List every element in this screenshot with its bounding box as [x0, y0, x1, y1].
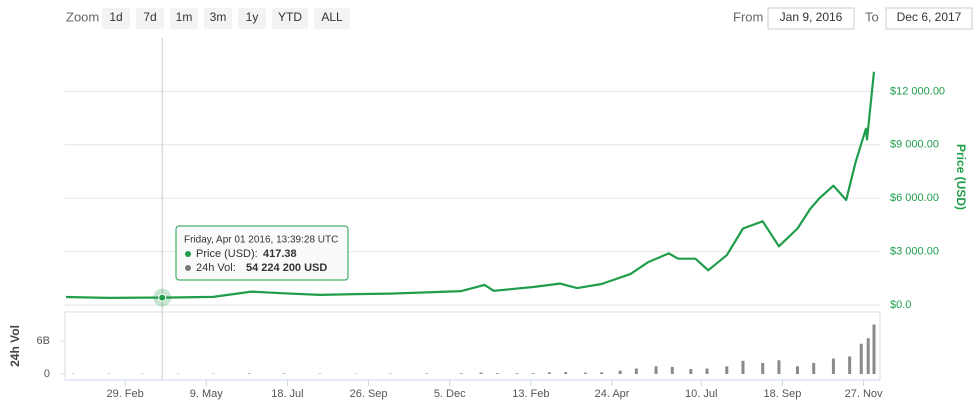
volume-bar	[247, 373, 251, 374]
to-value[interactable]: Dec 6, 2017	[897, 10, 962, 24]
tooltip: Friday, Apr 01 2016, 13:39:28 UTC Price …	[175, 225, 349, 281]
zoom-button-bg[interactable]	[204, 8, 232, 29]
x-tick-label: 18. Sep	[763, 388, 801, 400]
zoom-buttons: 1d 7d 1m 3m 1y YTD ALL	[102, 8, 350, 29]
zoom-button-bg[interactable]	[238, 8, 266, 29]
y-tick-label: $3 000.00	[890, 246, 939, 258]
tooltip-date: Friday, Apr 01 2016, 13:39:28 UTC	[184, 235, 338, 246]
volume-bar	[634, 368, 638, 374]
tooltip-price-label: Price (USD):	[196, 248, 258, 260]
zoom-button[interactable]: YTD	[272, 8, 308, 29]
volume-bar	[425, 373, 429, 374]
volume-bar	[495, 373, 499, 374]
volume-bar	[761, 363, 765, 374]
y-tick-label: $9 000.00	[890, 139, 939, 151]
x-tick-label: 13. Feb	[512, 388, 549, 400]
zoom-button-label[interactable]: 1y	[246, 10, 259, 24]
zoom-button-bg[interactable]	[314, 8, 350, 29]
volume-bar	[689, 369, 693, 374]
volume-bar	[479, 372, 483, 374]
tooltip-box	[175, 225, 349, 281]
zoom-button[interactable]: ALL	[314, 8, 350, 29]
zoom-button-bg[interactable]	[170, 8, 198, 29]
price-line	[65, 71, 876, 299]
zoom-button-label[interactable]: 7d	[143, 10, 156, 24]
zoom-label: Zoom	[66, 9, 99, 24]
to-input[interactable]	[885, 7, 973, 30]
y-tick-label: $12 000.00	[890, 85, 945, 97]
x-tick-label: 29. Feb	[106, 388, 143, 400]
volume-bar	[831, 358, 835, 374]
volume-bar	[600, 372, 604, 374]
x-tick-label: 5. Dec	[434, 388, 466, 400]
tooltip-vol-dot	[185, 265, 191, 271]
volume-bar	[859, 343, 863, 374]
marks	[65, 38, 876, 380]
volume-bar	[848, 356, 852, 374]
from-input[interactable]	[767, 7, 855, 30]
volume-bar	[547, 372, 551, 374]
volume-bar	[531, 373, 535, 374]
from-label: From	[733, 9, 763, 24]
volume-bar	[459, 373, 463, 374]
volume-axis-title: 24h Vol	[8, 325, 22, 367]
volume-bar	[741, 360, 745, 374]
volume-bar	[618, 370, 622, 374]
from-value[interactable]: Jan 9, 2016	[780, 10, 843, 24]
grid: $0.0 $3 000.00 $6 000.00 $9 000.00 $12 000.0…	[37, 85, 946, 400]
volume-bar	[583, 372, 587, 374]
y-axis-title: Price (USD)	[954, 144, 968, 210]
zoom-button-label[interactable]: 1d	[109, 10, 122, 24]
x-tick-label: 9. May	[190, 388, 224, 400]
zoom-button-label[interactable]: ALL	[321, 10, 343, 24]
zoom-button-bg[interactable]	[102, 8, 130, 29]
volume-bar	[564, 372, 568, 374]
y-tick-label: $0.0	[890, 299, 911, 311]
volume-bar	[872, 324, 876, 374]
zoom-button[interactable]: 3m	[204, 8, 232, 29]
x-tick-label: 27. Nov	[845, 388, 883, 400]
volume-bar	[654, 366, 658, 374]
tooltip-vol-label: 24h Vol:	[196, 262, 236, 274]
volume-bar	[282, 373, 286, 374]
zoom-button-bg[interactable]	[272, 8, 308, 29]
tooltip-vol: 54 224 200 USD	[246, 262, 327, 274]
zoom-button-bg[interactable]	[136, 8, 164, 29]
x-tick-label: 18. Jul	[271, 388, 303, 400]
volume-bar	[515, 373, 519, 374]
volume-panel	[64, 311, 881, 381]
x-tick-label: 24. Apr	[595, 388, 630, 400]
volume-bar	[777, 360, 781, 374]
tooltip-price-dot	[185, 251, 191, 257]
x-tick-label: 26. Sep	[350, 388, 388, 400]
x-tick-label: 10. Jul	[685, 388, 717, 400]
volume-bar	[812, 363, 816, 374]
zoom-button[interactable]: 7d	[136, 8, 164, 29]
volume-bar	[705, 368, 709, 374]
to-label: To	[865, 9, 879, 24]
zoom-button[interactable]: 1m	[170, 8, 198, 29]
zoom-button[interactable]: 1d	[102, 8, 130, 29]
volume-bar	[795, 366, 799, 374]
volume-bar	[725, 366, 729, 374]
volume-bar	[670, 366, 674, 374]
zoom-button-label[interactable]: 1m	[176, 10, 193, 24]
zoom-button-label[interactable]: YTD	[278, 10, 302, 24]
tooltip-price: 417.38	[263, 248, 297, 260]
volume-bar	[866, 338, 870, 374]
hover-point	[158, 293, 167, 302]
volume-tick-label: 0	[44, 368, 50, 380]
zoom-button[interactable]: 1y	[238, 8, 266, 29]
zoom-button-label[interactable]: 3m	[210, 10, 227, 24]
y-tick-label: $6 000.00	[890, 192, 939, 204]
volume-tick-label: 6B	[37, 335, 50, 347]
